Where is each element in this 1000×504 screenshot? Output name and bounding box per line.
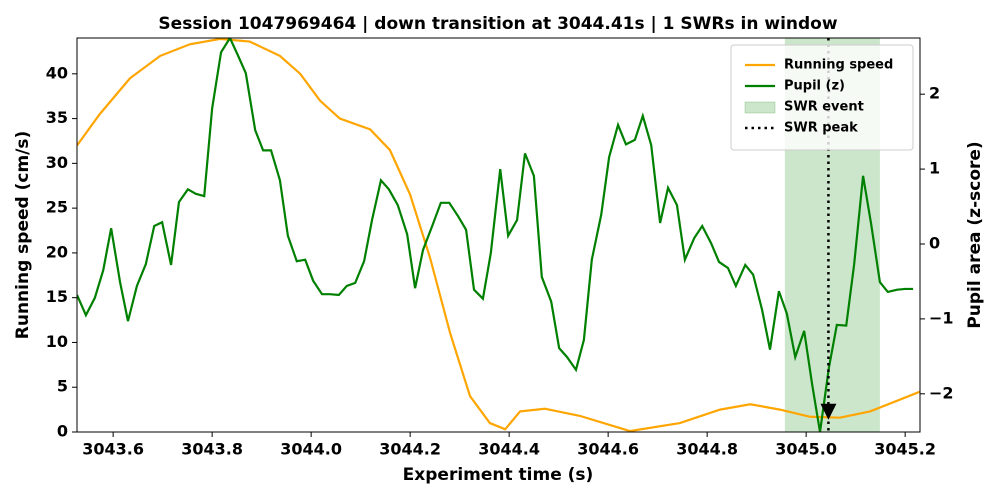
y-tick-label: 35 (46, 108, 68, 127)
y2-tick-label: 2 (929, 84, 940, 103)
x-axis-label: Experiment time (s) (403, 465, 594, 485)
y2-tick-label: −2 (929, 383, 954, 402)
y-tick-label: 30 (46, 153, 68, 172)
chart-title: Session 1047969464 | down transition at … (158, 14, 837, 34)
y-tick-label: 15 (46, 287, 68, 306)
x-tick-label: 3044.0 (280, 440, 342, 459)
x-tick-label: 3044.2 (379, 440, 441, 459)
series-line (77, 38, 914, 432)
y2-tick-label: 0 (929, 233, 940, 252)
x-tick-label: 3045.2 (874, 440, 936, 459)
plot-frame (76, 37, 921, 433)
x-tick-label: 3045.0 (775, 440, 837, 459)
y2-tick-label: 1 (929, 159, 940, 178)
swr-peak-marker (820, 403, 837, 420)
y-tick-label: 40 (46, 63, 68, 82)
legend-label: Running speed (784, 58, 893, 73)
legend-label: Pupil (z) (784, 79, 845, 94)
y-axis-label: Running speed (cm/s) (13, 131, 33, 340)
y2-tick-label: −1 (929, 308, 954, 327)
legend-label: SWR event (784, 100, 864, 115)
legend-swatch (744, 101, 776, 114)
y-tick-label: 0 (57, 422, 68, 441)
x-tick-label: 3044.6 (577, 440, 639, 459)
series-line (77, 38, 920, 432)
x-tick-label: 3043.6 (82, 440, 144, 459)
legend-label: SWR peak (784, 121, 858, 136)
x-tick-label: 3043.8 (181, 440, 243, 459)
legend: Running speed Pupil (z) SWR event SWR peak (730, 44, 914, 151)
y2-axis-label: Pupil area (z-score) (965, 141, 985, 328)
x-tick-label: 3044.8 (676, 440, 738, 459)
y-tick-label: 25 (46, 198, 68, 217)
legend-box (730, 44, 914, 151)
y-tick-label: 20 (46, 242, 68, 261)
y-tick-label: 5 (57, 377, 68, 396)
y-tick-label: 10 (46, 332, 68, 351)
x-tick-label: 3044.4 (478, 440, 540, 459)
